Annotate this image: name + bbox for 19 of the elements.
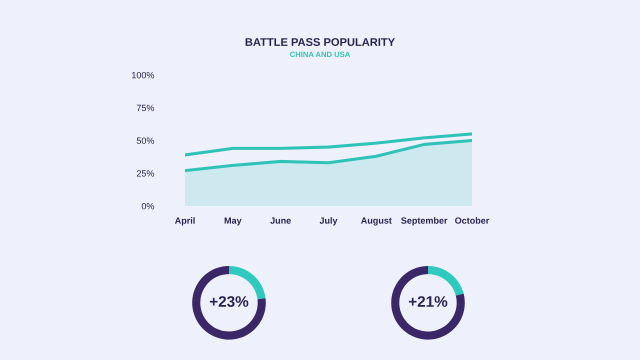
x-tick-label: July xyxy=(320,217,338,226)
x-tick-label: June xyxy=(270,217,291,224)
y-tick-label: 50% xyxy=(136,137,154,144)
text: +23% xyxy=(210,296,248,307)
y-tick-label: 25% xyxy=(136,170,154,177)
y-tick-label: 100% xyxy=(132,72,154,78)
line-series xyxy=(185,132,472,156)
x-tick-label: April xyxy=(174,217,195,226)
y-tick-label: 75% xyxy=(136,104,154,112)
x-tick-label: October xyxy=(455,217,490,224)
chart-title: BATTLE PASS POPULARITY xyxy=(246,38,395,46)
x-tick-label: May xyxy=(224,217,242,226)
x-tick-label: September xyxy=(401,217,448,226)
donut-slice xyxy=(428,266,464,296)
x-tick-label: August xyxy=(361,217,392,226)
donut-slice xyxy=(391,266,465,340)
y-tick-label: 0% xyxy=(142,202,154,210)
text: +21% xyxy=(408,296,448,307)
donut-slice xyxy=(192,266,266,340)
